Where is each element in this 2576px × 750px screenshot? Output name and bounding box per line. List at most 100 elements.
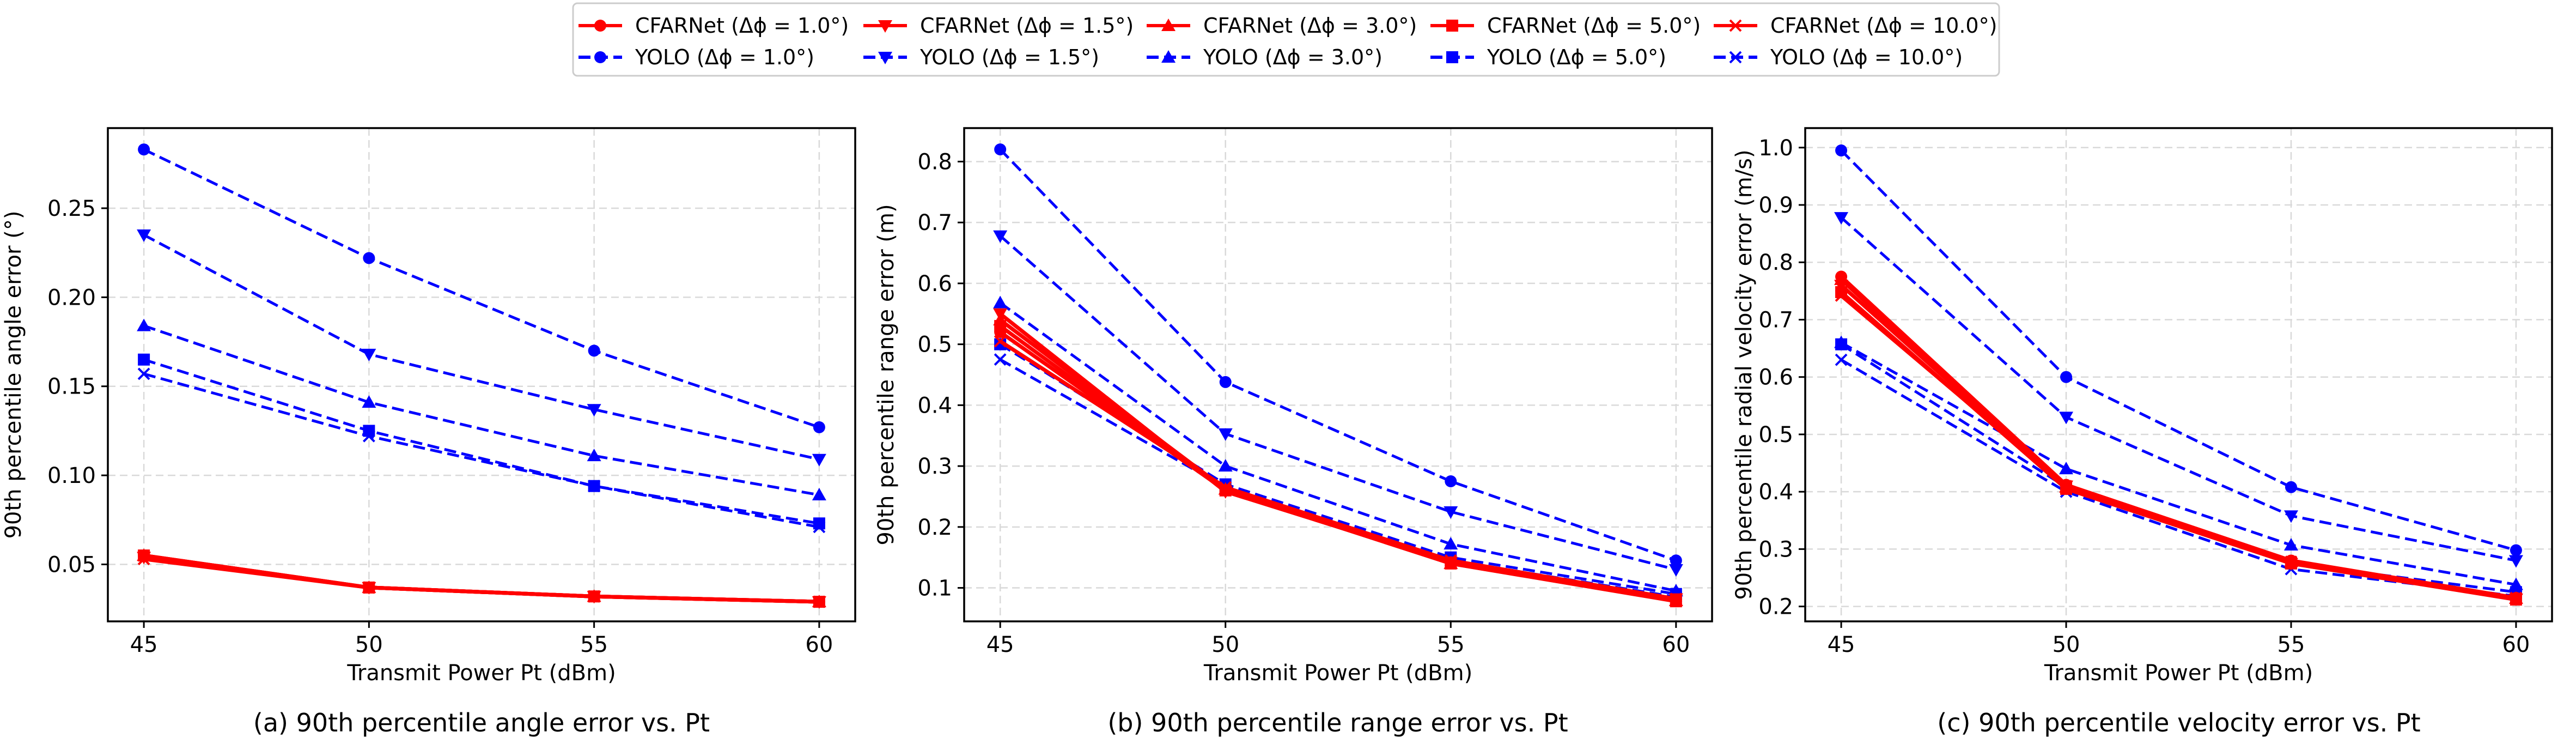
data-point (1444, 554, 1457, 567)
legend-marker-triangle-up (1161, 50, 1176, 63)
legend-label: CFARNet (Δϕ = 10.0°) (1770, 14, 1997, 38)
data-point (993, 230, 1008, 243)
plot-frame (107, 127, 856, 622)
series-line (999, 324, 1677, 603)
series-line (999, 312, 1677, 601)
series-yolo-1-0 (994, 143, 1682, 567)
panel-caption: (c) 90th percentile velocity error vs. P… (1937, 708, 2420, 737)
series-line (1840, 283, 2517, 601)
series-line (999, 301, 1677, 592)
data-point (1668, 564, 1683, 577)
data-point (813, 521, 826, 534)
series-yolo-10-0 (137, 367, 826, 534)
data-point (2285, 481, 2297, 493)
x-tick-label: 60 (1662, 632, 1690, 657)
y-axis-label: 90th percentile range error (m) (874, 204, 899, 545)
data-point (2283, 538, 2298, 551)
series-line (143, 553, 819, 604)
data-point (2508, 555, 2523, 568)
series-line (143, 553, 819, 604)
y-tick-label: 0.2 (917, 515, 952, 540)
data-point (813, 421, 825, 433)
series-line (999, 148, 1677, 562)
data-point (138, 143, 150, 156)
data-point (1219, 481, 1232, 494)
series-line (143, 358, 820, 525)
y-tick-label: 1.0 (1758, 136, 1793, 161)
legend-label: YOLO (Δϕ = 3.0°) (1203, 45, 1383, 69)
data-point (1218, 428, 1233, 441)
y-tick-label: 0.5 (917, 332, 952, 358)
panel-caption: (a) 90th percentile angle error vs. Pt (253, 708, 710, 737)
y-tick-label: 0.25 (47, 196, 96, 221)
data-point (1218, 459, 1233, 472)
legend-marker-triangle-up (1161, 19, 1176, 31)
series-line (1840, 278, 2517, 601)
y-tick-label: 0.05 (47, 552, 96, 577)
x-tick-label: 45 (130, 632, 158, 657)
legend-box (572, 2, 2000, 77)
data-point (362, 348, 376, 361)
series-line (143, 557, 819, 604)
legend-label: CFARNet (Δϕ = 1.0°) (635, 14, 849, 38)
legend-label: CFARNet (Δϕ = 1.5°) (920, 14, 1134, 38)
series-cfarnet-1-5 (993, 308, 1683, 606)
data-point (2060, 371, 2073, 383)
legend: CFARNet (Δϕ = 1.0°) CFARNet (Δϕ = 1.5°) CF… (572, 2, 2000, 77)
legend-label: CFARNet (Δϕ = 3.0°) (1203, 14, 1417, 38)
data-point (137, 229, 151, 243)
series-line (1840, 341, 2517, 586)
series-line (143, 324, 820, 497)
legend-marker-square (1446, 51, 1458, 63)
panel-a-angle-error: 45 50 55 60 0.05 0.10 0.15 0.20 0.25 Transmit Pow… (1, 127, 856, 737)
y-tick-label: 0.8 (917, 149, 952, 174)
series-line (143, 233, 820, 461)
data-point (588, 590, 601, 603)
legend-item-yolo-5-0: YOLO (Δϕ = 5.0°) (1430, 45, 1666, 69)
x-tick-label: 55 (1437, 632, 1465, 657)
legend-label: CFARNet (Δϕ = 5.0°) (1487, 14, 1701, 38)
x-tick-label: 50 (355, 632, 383, 657)
data-point (588, 344, 600, 357)
x-tick-label: 50 (1211, 632, 1239, 657)
series-cfarnet-1-5 (1834, 280, 2523, 606)
series-cfarnet-5-0 (1835, 286, 2522, 606)
x-tick-label: 60 (2502, 632, 2530, 657)
series-line (143, 553, 819, 604)
series-yolo-10-0 (1835, 353, 2523, 603)
data-point (1835, 286, 1848, 298)
legend-item-yolo-1-0: YOLO (Δϕ = 1.0°) (578, 45, 814, 69)
legend-item-cfarnet-5-0: CFARNet (Δϕ = 5.0°) (1430, 14, 1701, 38)
y-tick-label: 0.5 (1758, 422, 1793, 447)
data-point (2059, 412, 2074, 425)
legend-label: YOLO (Δϕ = 1.5°) (919, 45, 1099, 69)
legend-item-cfarnet-1-5: CFARNet (Δϕ = 1.5°) (863, 14, 1134, 38)
legend-marker-square (1446, 20, 1458, 32)
series-yolo-3-0 (993, 295, 1683, 597)
data-point (994, 320, 1007, 332)
data-point (1834, 212, 1849, 225)
x-tick-label: 45 (986, 632, 1014, 657)
data-point (587, 404, 601, 417)
data-point (993, 295, 1008, 309)
legend-marker-triangle-down (878, 52, 892, 64)
data-point (2059, 462, 2074, 475)
series-yolo-3-0 (137, 318, 826, 501)
data-point (1835, 144, 1848, 157)
data-point (1835, 338, 1848, 350)
legend-marker-triangle-down (878, 20, 892, 33)
y-tick-label: 0.7 (917, 210, 952, 235)
y-axis-label: 90th percentile angle error (°) (1, 211, 26, 539)
data-point (137, 367, 150, 380)
series-line (143, 372, 820, 529)
y-tick-label: 0.2 (1758, 595, 1793, 620)
legend-marker-x (1729, 19, 1742, 32)
y-tick-label: 0.15 (47, 374, 96, 400)
series-line (1840, 294, 2517, 600)
legend-label: YOLO (Δϕ = 5.0°) (1487, 45, 1666, 69)
series-line (999, 343, 1677, 596)
series-yolo-1-5 (993, 230, 1683, 577)
x-tick-label: 45 (1828, 632, 1855, 657)
x-axis-label: Transmit Power Pt (dBm) (346, 661, 616, 686)
x-tick-label: 55 (2277, 632, 2305, 657)
